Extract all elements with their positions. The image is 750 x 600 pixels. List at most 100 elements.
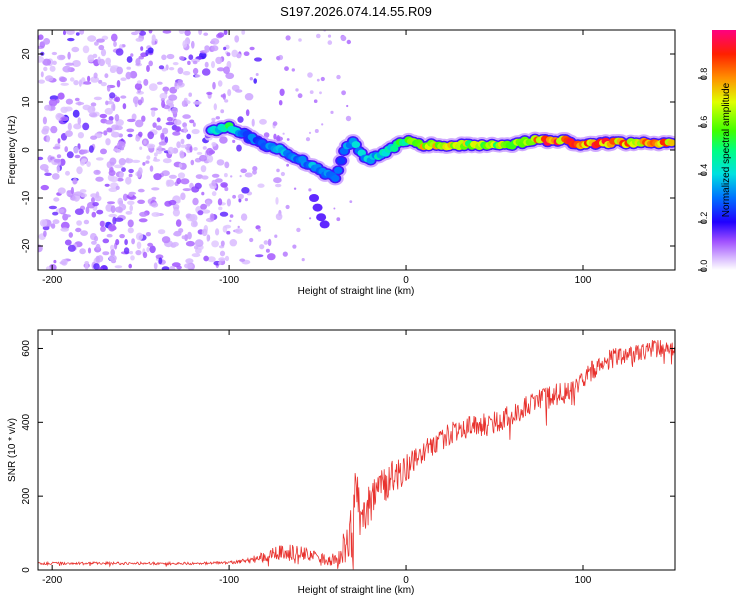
noise-speckle-point [216,159,225,166]
y-tick-label: 200 [21,487,32,504]
noise-speckle-point [187,60,191,65]
noise-speckle-point [282,132,285,135]
noise-speckle-point [148,30,153,34]
noise-speckle-point [194,74,201,78]
noise-speckle-point [224,99,229,103]
noise-speckle-point [139,211,148,217]
noise-speckle-point [93,263,100,270]
noise-speckle-point [66,151,74,159]
noise-speckle-point [346,104,349,108]
noise-speckle-point [162,30,172,34]
noise-speckle-point [211,142,217,147]
noise-speckle-point [182,71,191,76]
noise-speckle-point [235,89,243,93]
ridge-point [339,147,349,155]
noise-speckle-point [158,257,163,265]
noise-speckle-point [43,66,48,72]
noise-speckle-point [38,79,45,84]
noise-speckle-point [150,107,158,111]
noise-speckle-point [220,182,228,188]
noise-speckle-point [336,217,341,222]
noise-speckle-point [249,77,253,81]
noise-speckle-point [78,79,82,87]
noise-speckle-point [95,176,104,182]
noise-speckle-point [137,188,145,193]
noise-speckle-point [62,65,72,73]
noise-speckle-point [153,173,162,181]
noise-speckle-point [74,208,84,215]
noise-speckle-point [265,248,270,253]
noise-speckle-point [171,262,181,268]
noise-speckle-point [182,122,188,128]
noise-speckle-point [187,231,192,240]
noise-speckle-point [168,67,175,71]
noise-speckle-point [206,91,213,95]
noise-speckle-point [105,138,111,146]
noise-speckle-point [55,98,60,104]
noise-speckle-point [127,219,134,228]
noise-speckle-point [114,206,123,213]
noise-speckle-point [88,112,98,117]
noise-speckle-point [86,161,91,168]
noise-speckle-point [180,192,186,201]
noise-speckle-point [275,183,282,188]
noise-speckle-point [198,30,202,35]
noise-speckle-point [203,255,209,262]
noise-speckle-point [74,97,80,102]
noise-speckle-point [44,104,52,111]
noise-speckle-point [267,238,272,246]
noise-speckle-point [272,121,278,126]
noise-speckle-point [169,265,176,270]
noise-speckle-point [91,240,97,245]
ridge-point [334,166,343,174]
noise-speckle-point [222,93,226,100]
noise-speckle-point [123,247,130,255]
colorbar-label: Normalized spectral amplitude [721,82,732,217]
noise-speckle-point [192,122,196,127]
noise-speckle-point [349,200,353,204]
noise-speckle-point [286,138,290,141]
noise-speckle-point [79,248,86,255]
noise-speckle-point [200,165,207,173]
noise-speckle-point [82,45,90,54]
noise-speckle-point [127,227,134,234]
noise-speckle-point [147,131,154,140]
spectrogram-marks [38,30,675,270]
noise-speckle-point [87,75,91,82]
noise-speckle-point [45,75,54,82]
noise-speckle-point [74,154,81,159]
noise-speckle-point [173,232,180,237]
noise-speckle-point [165,121,175,126]
noise-speckle-point [64,146,68,153]
noise-speckle-point [275,213,283,221]
noise-speckle-point [180,178,190,185]
noise-speckle-point [147,242,154,247]
noise-speckle-point [98,58,106,67]
noise-speckle-point [211,191,217,197]
noise-speckle-point [117,197,123,206]
noise-speckle-point [116,177,124,182]
noise-speckle-point [59,54,66,60]
noise-speckle-point [72,60,81,67]
noise-speckle-point [327,40,333,45]
noise-speckle-point [87,247,92,254]
noise-speckle-point [206,155,214,163]
noise-speckle-point [205,200,211,207]
noise-speckle-point [295,88,299,92]
noise-speckle-point [131,113,137,121]
snr-y-axis: 0 200 400 600 [21,340,675,573]
noise-speckle-point [215,228,220,236]
noise-speckle-point [126,128,135,133]
noise-speckle-point [53,197,60,202]
noise-speckle-point [181,100,187,107]
noise-speckle-point [60,82,69,86]
colorbar-gradient [712,30,736,270]
noise-speckle-point [38,156,44,161]
chart-title: S197.2026.074.14.55.R09 [280,4,432,19]
noise-speckle-point [135,58,141,66]
noise-speckle-point [134,30,141,34]
noise-speckle-point [211,45,219,52]
noise-speckle-point [316,78,320,82]
noise-speckle-point [102,238,110,244]
